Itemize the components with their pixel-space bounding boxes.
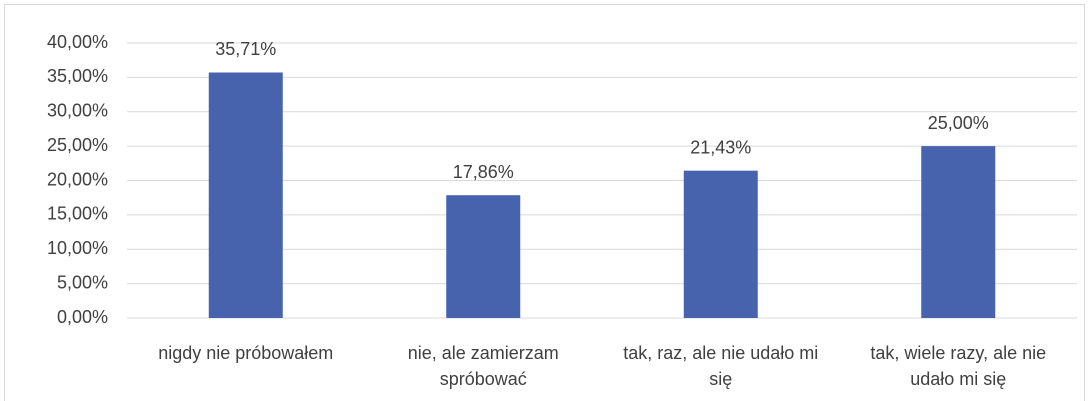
y-tick-label: 20,00%	[47, 169, 108, 189]
x-tick-label: tak, wiele razy, ale nie udało mi się	[870, 343, 1047, 389]
y-tick-label: 10,00%	[47, 238, 108, 258]
y-tick-label: 0,00%	[57, 307, 108, 327]
data-label: 21,43%	[690, 137, 751, 157]
bar	[208, 72, 283, 319]
y-tick-label: 30,00%	[47, 101, 108, 121]
data-label: 17,86%	[453, 162, 514, 182]
data-label: 25,00%	[928, 113, 989, 133]
chart-border	[4, 4, 1085, 401]
y-tick-label: 5,00%	[57, 272, 108, 292]
data-label: 35,71%	[215, 39, 276, 59]
y-tick-label: 35,00%	[47, 66, 108, 86]
y-tick-label: 25,00%	[47, 135, 108, 155]
bar	[446, 195, 521, 318]
x-tick-label: tak, raz, ale nie udało mi się	[623, 343, 819, 389]
bar	[921, 146, 996, 318]
bar	[683, 170, 758, 318]
x-tick-label: nigdy nie próbowałem	[158, 343, 334, 363]
y-tick-label: 40,00%	[47, 32, 108, 52]
y-tick-label: 15,00%	[47, 204, 108, 224]
x-tick-label: nie, ale zamierzam spróbować	[407, 343, 559, 389]
